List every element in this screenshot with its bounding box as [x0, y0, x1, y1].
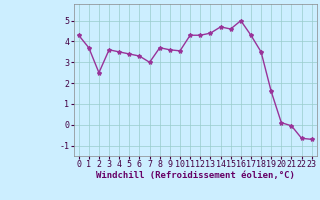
X-axis label: Windchill (Refroidissement éolien,°C): Windchill (Refroidissement éolien,°C) — [96, 171, 295, 180]
